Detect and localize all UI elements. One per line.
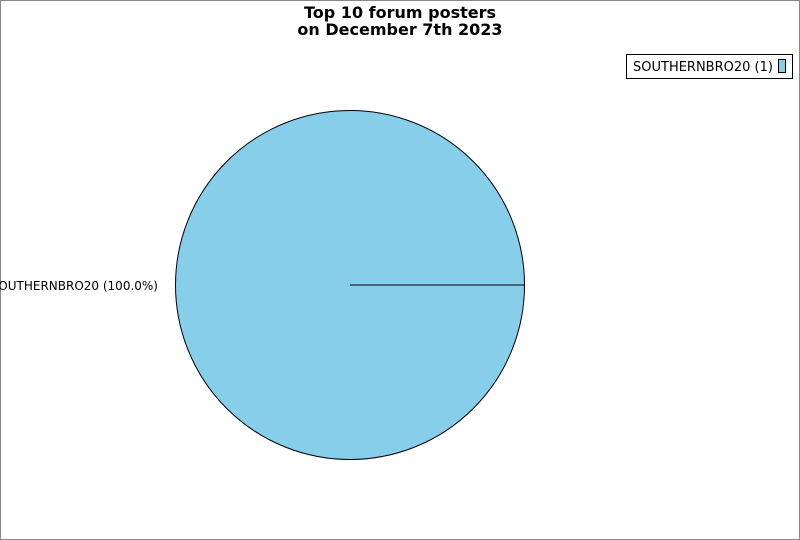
legend-box bbox=[626, 54, 793, 79]
legend-swatch bbox=[778, 59, 786, 73]
legend-label: SOUTHERNBRO20 (1) bbox=[633, 60, 773, 75]
slice-label: SOUTHERNBRO20 (100.0%) bbox=[0, 279, 158, 293]
chart-title-line1: Top 10 forum posters bbox=[304, 3, 496, 22]
chart-title-line2: on December 7th 2023 bbox=[297, 20, 502, 39]
legend: SOUTHERNBRO20 (1) bbox=[626, 54, 793, 79]
